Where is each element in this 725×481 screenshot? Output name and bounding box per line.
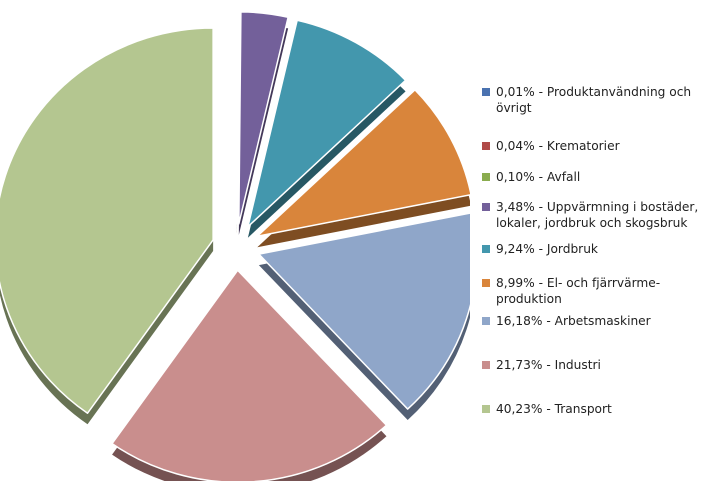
legend-swatch xyxy=(482,142,490,150)
legend-swatch xyxy=(482,361,490,369)
legend-item-el-och-fjarrvarmeproduktion: 8,99% - El- och fjärrvärme-produktion xyxy=(482,275,722,307)
legend-swatch xyxy=(482,245,490,253)
pie-slice-uppvarmning-i-bostader-lokaler-jordbruk-och-skogsbruk xyxy=(238,11,289,225)
chart-legend: 0,01% - Produktanvändning och övrigt 0,04%… xyxy=(482,84,722,417)
legend-swatch xyxy=(482,88,490,96)
pie-slice-avfall xyxy=(235,10,239,225)
legend-label: 3,48% - Uppvärmning i bostäder, xyxy=(496,200,699,214)
pie-slice-transport xyxy=(0,27,214,414)
legend-swatch xyxy=(482,317,490,325)
legend-item-arbetsmaskiner: 16,18% - Arbetsmaskiner xyxy=(482,313,722,329)
legend-label: 0,04% - Krematorier xyxy=(496,139,620,153)
legend-label: produktion xyxy=(496,292,562,306)
legend-item-industri: 21,73% - Industri xyxy=(482,357,722,373)
pie-slice-el-och-fjarrvarmeproduktion xyxy=(256,89,470,237)
legend-label: 21,73% - Industri xyxy=(496,358,601,372)
pie-slice-industri xyxy=(111,269,388,481)
legend-label: övrigt xyxy=(496,101,532,115)
legend-label: 16,18% - Arbetsmaskiner xyxy=(496,314,651,328)
legend-item-produktanvandning-och-ovrigt: 0,01% - Produktanvändning och övrigt xyxy=(482,84,722,116)
legend-label: 9,24% - Jordbruk xyxy=(496,242,598,256)
pie-chart xyxy=(0,10,470,481)
legend-label: 40,23% - Transport xyxy=(496,402,612,416)
legend-swatch xyxy=(482,203,490,211)
legend-label: 0,01% - Produktanvändning och xyxy=(496,85,692,99)
pie-slice-arbetsmaskiner xyxy=(258,212,470,410)
legend-label: 0,10% - Avfall xyxy=(496,170,581,184)
legend-item-uppvarmning-i-bostader-lokaler-jordbruk-och-skogsbruk: 3,48% - Uppvärmning i bostäder, lokaler, … xyxy=(482,199,722,231)
pie-slice-jordbruk xyxy=(247,19,407,228)
legend-item-jordbruk: 9,24% - Jordbruk xyxy=(482,241,722,257)
legend-swatch xyxy=(482,173,490,181)
legend-label: lokaler, jordbruk och skogsbruk xyxy=(496,216,688,230)
pie-slices xyxy=(0,10,470,481)
legend-item-avfall: 0,10% - Avfall xyxy=(482,169,722,185)
legend-item-transport: 40,23% - Transport xyxy=(482,401,722,417)
legend-item-krematorier: 0,04% - Krematorier xyxy=(482,138,722,154)
legend-swatch xyxy=(482,405,490,413)
legend-label: 8,99% - El- och fjärrvärme- xyxy=(496,276,661,290)
legend-swatch xyxy=(482,279,490,287)
